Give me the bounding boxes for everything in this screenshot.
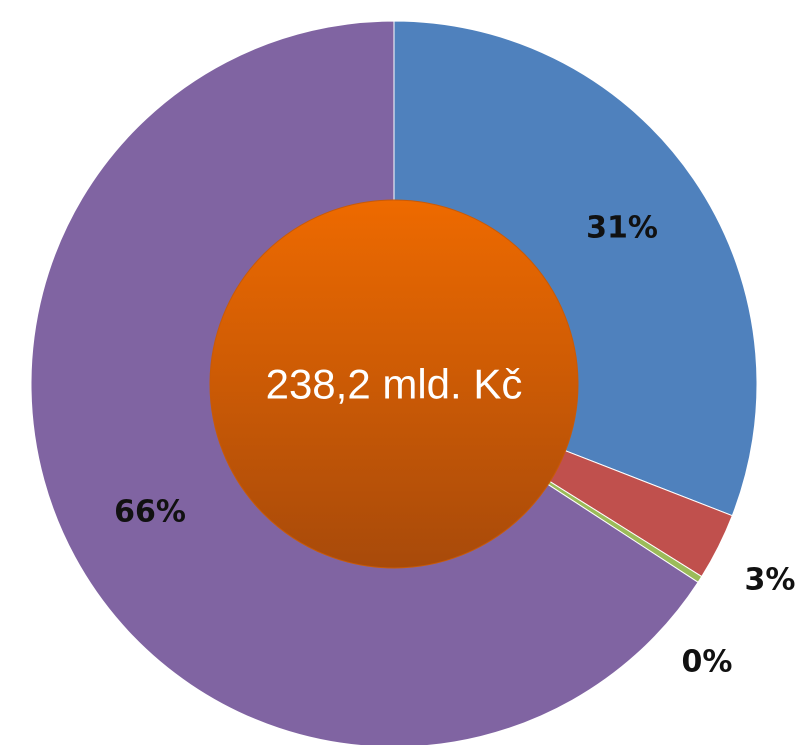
center-circle: [209, 199, 579, 569]
data-label-1: 31%: [586, 211, 658, 246]
pie-data-labels: 31% 3% 0% 66%: [114, 211, 795, 680]
data-label-2: 3%: [745, 563, 796, 598]
data-label-4: 66%: [114, 495, 186, 530]
center-total-label: 238,2 mld. Kč: [266, 361, 523, 408]
data-label-3: 0%: [682, 645, 733, 680]
